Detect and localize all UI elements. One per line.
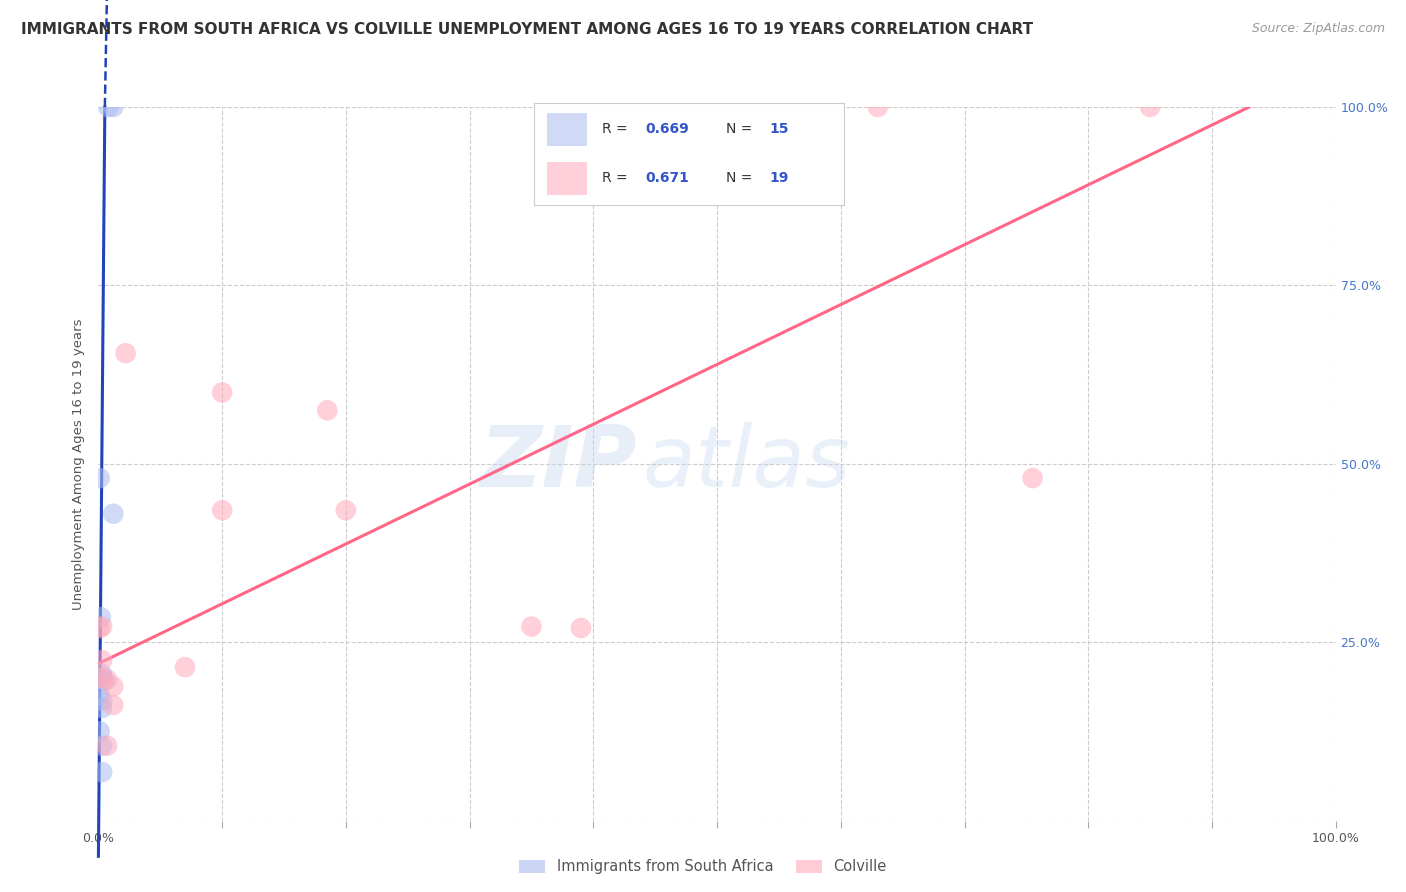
Point [93,673,115,688]
Point [316,403,339,417]
Point [91,671,114,685]
Point [569,621,592,635]
Point [211,385,233,400]
Text: 19: 19 [769,171,789,186]
Point [96,673,118,687]
Point [89,724,111,739]
Point [1021,471,1043,485]
Text: IMMIGRANTS FROM SOUTH AFRICA VS COLVILLE UNEMPLOYMENT AMONG AGES 16 TO 19 YEARS : IMMIGRANTS FROM SOUTH AFRICA VS COLVILLE… [21,22,1033,37]
Point [1139,100,1161,114]
Point [103,680,125,694]
Y-axis label: Unemployment Among Ages 16 to 19 years: Unemployment Among Ages 16 to 19 years [72,318,84,609]
Point [91,765,114,780]
Text: 0.669: 0.669 [645,122,689,136]
Point [91,653,114,667]
Point [866,100,889,114]
Point [89,673,111,687]
Bar [547,112,586,145]
Point [97,100,120,114]
Point [90,610,112,624]
Point [335,503,357,517]
Point [90,671,112,685]
Text: ZIP: ZIP [479,422,637,506]
Point [520,619,543,633]
Point [103,100,125,114]
Point [91,739,114,753]
Point [89,471,111,485]
Text: 15: 15 [769,122,789,136]
Point [91,694,114,708]
Point [103,698,125,712]
Point [91,701,114,715]
Point [96,739,118,753]
Text: R =: R = [602,171,633,186]
Text: Source: ZipAtlas.com: Source: ZipAtlas.com [1251,22,1385,36]
Point [103,507,125,521]
Text: atlas: atlas [643,422,851,506]
Text: N =: N = [725,122,756,136]
Point [89,689,111,703]
Bar [547,162,586,194]
Text: R =: R = [602,122,633,136]
Point [91,667,114,681]
Point [91,619,114,633]
Point [174,660,197,674]
Text: 0.671: 0.671 [645,171,689,186]
Point [114,346,136,360]
Legend: Immigrants from South Africa, Colville: Immigrants from South Africa, Colville [513,854,893,880]
Point [211,503,233,517]
Point [89,621,111,635]
Text: N =: N = [725,171,756,186]
